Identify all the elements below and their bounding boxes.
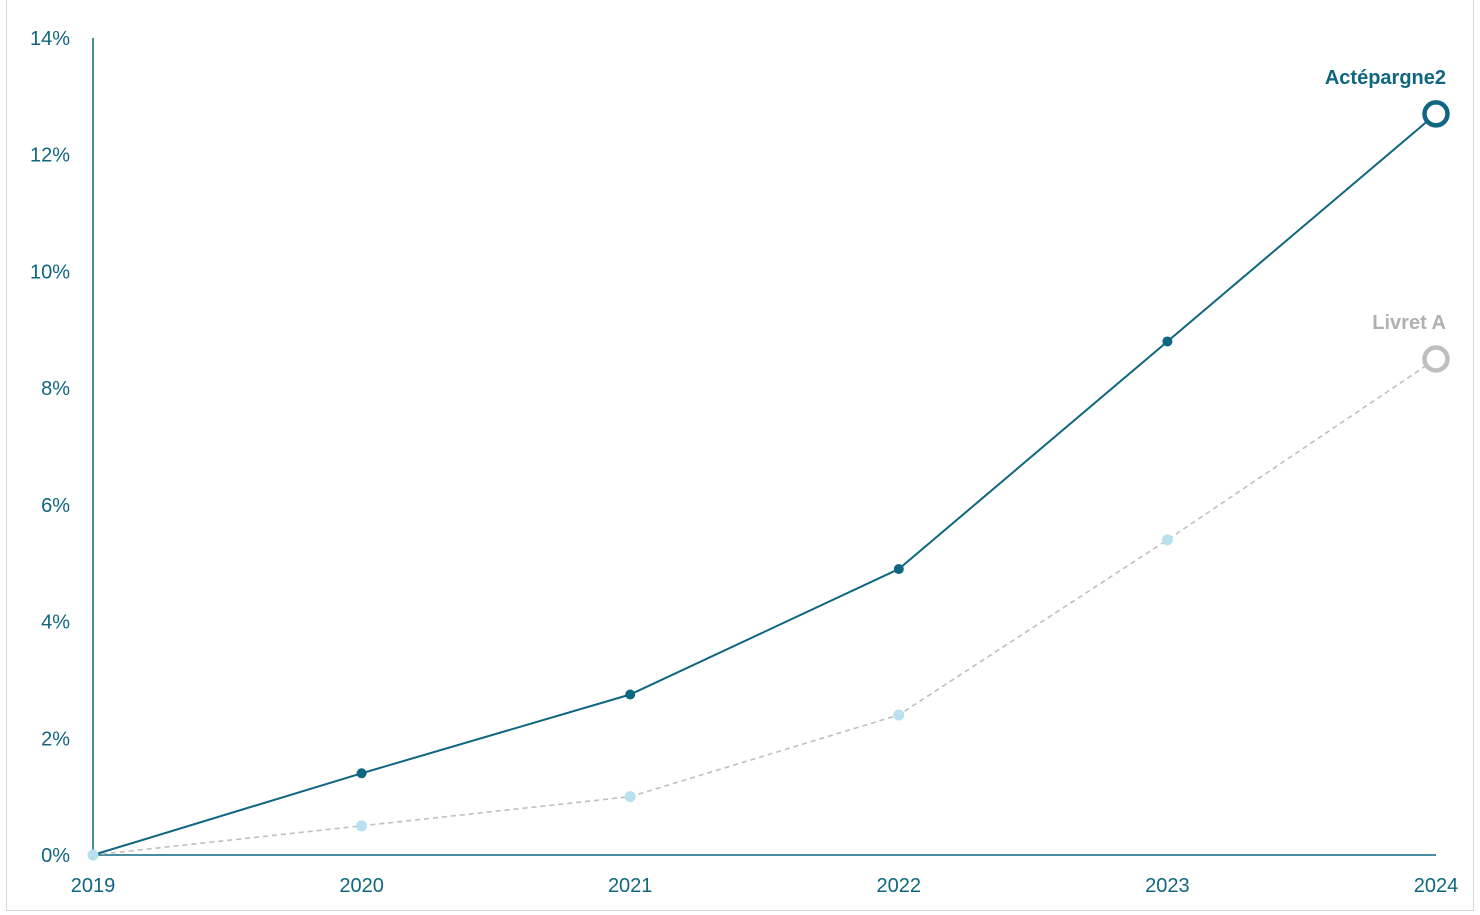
series-line-livret-a bbox=[92, 358, 1437, 856]
data-point bbox=[356, 820, 368, 832]
series-label: Livret A bbox=[1372, 312, 1446, 334]
y-tick-label: 4% bbox=[41, 612, 70, 634]
y-tick-label: 12% bbox=[30, 145, 70, 167]
y-tick-label: 2% bbox=[41, 728, 70, 750]
data-point bbox=[1161, 534, 1173, 546]
y-tick-label: 10% bbox=[30, 261, 70, 283]
end-point-marker bbox=[1422, 345, 1450, 373]
series-actepargne2: Actépargne2 bbox=[88, 67, 1450, 860]
y-tick-label: 8% bbox=[41, 378, 70, 400]
series-label: Actépargne2 bbox=[1325, 67, 1446, 89]
data-point bbox=[624, 791, 636, 803]
series-line-actepargne2 bbox=[92, 113, 1437, 856]
series-livret-a: Livret A bbox=[87, 312, 1450, 861]
y-tick-label: 14% bbox=[30, 28, 70, 50]
x-axis: 2019 2020 2021 2022 2023 2024 bbox=[71, 854, 1459, 897]
data-point bbox=[625, 689, 636, 700]
data-point bbox=[893, 709, 905, 721]
data-point bbox=[87, 849, 99, 861]
y-tick-label: 0% bbox=[41, 845, 70, 867]
y-tick-label: 6% bbox=[41, 495, 70, 517]
data-point bbox=[356, 768, 367, 779]
x-tick-label: 2021 bbox=[608, 875, 653, 897]
x-tick-label: 2020 bbox=[339, 875, 384, 897]
data-point bbox=[893, 564, 904, 575]
x-tick-label: 2023 bbox=[1145, 875, 1190, 897]
chart-frame bbox=[6, 0, 1474, 911]
series-layer: Actépargne2 Livret A bbox=[87, 67, 1450, 861]
y-axis: 0% 2% 4% 6% 8% 10% 12% 14% bbox=[30, 28, 94, 867]
x-tick-label: 2024 bbox=[1414, 875, 1459, 897]
data-point bbox=[1162, 336, 1173, 347]
x-tick-label: 2019 bbox=[71, 875, 116, 897]
end-point-marker bbox=[1422, 100, 1450, 128]
x-tick-label: 2022 bbox=[877, 875, 922, 897]
